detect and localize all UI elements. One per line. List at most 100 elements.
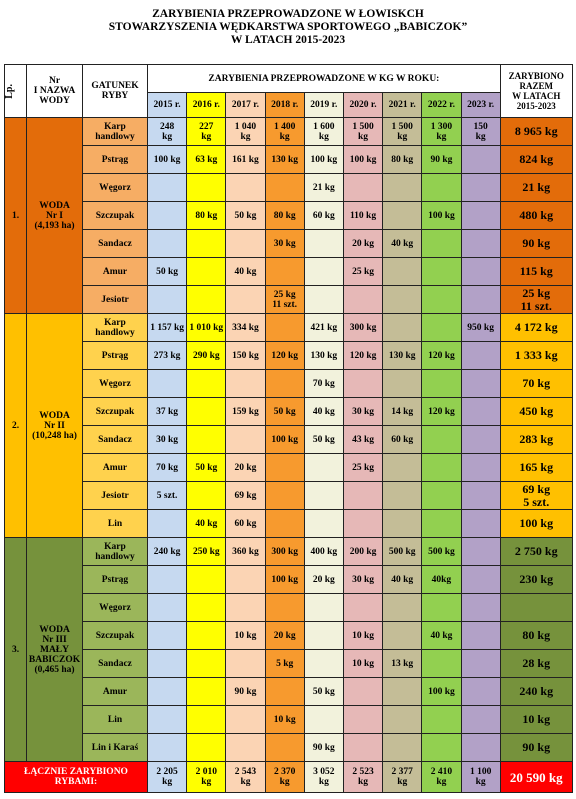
value-cell: 250 kg	[186, 537, 227, 566]
lp-cell: 3.	[4, 537, 27, 762]
footer-value: 2 205 kg	[146, 761, 188, 793]
value-cell	[303, 257, 344, 286]
value-cell	[264, 369, 305, 398]
footer-value: 1 100 kg	[460, 761, 501, 793]
water-header: Nr I NAZWA WODY	[26, 64, 83, 118]
value-cell: 50 kg	[186, 453, 227, 482]
data-row: Pstrąg 100 kg 63 kg 161 kg 130 kg 100 kg 100 k…	[5, 145, 573, 174]
species-cell: Lin	[82, 705, 148, 734]
value-cell	[460, 145, 501, 174]
lp-text: 3.	[11, 644, 20, 655]
value-cell	[146, 285, 188, 314]
value-cell	[460, 397, 501, 426]
species-cell: Karp handlowy	[82, 313, 148, 342]
value-cell: 1 010 kg	[186, 313, 227, 342]
value-cell: 1 500 kg	[382, 117, 423, 146]
value-cell: 334 kg	[225, 313, 266, 342]
total-cell: 90 kg	[499, 229, 573, 258]
value-cell: 30 kg	[342, 397, 384, 426]
value-cell	[460, 733, 501, 762]
value-cell: 273 kg	[146, 341, 188, 370]
value-cell: 100 kg	[342, 145, 384, 174]
title-line: W LATACH 2015-2023	[230, 34, 346, 46]
value-cell	[303, 509, 344, 538]
value-cell	[460, 201, 501, 230]
value-cell	[186, 565, 227, 594]
value-cell	[342, 677, 384, 706]
value-cell	[146, 705, 188, 734]
table-body: Lp. Nr I NAZWA WODY GATUNEK RYBY ZARYBIE…	[4, 64, 573, 793]
value-cell	[146, 621, 188, 650]
value-cell: 30 kg	[342, 565, 384, 594]
species-cell: Węgorz	[82, 173, 148, 202]
species-cell: Pstrąg	[82, 145, 148, 174]
value-cell: 21 kg	[303, 173, 344, 202]
value-cell	[382, 733, 423, 762]
value-cell: 100 kg	[264, 425, 305, 454]
value-cell: 1 600 kg	[303, 117, 344, 146]
value-cell	[382, 257, 423, 286]
value-cell: 80 kg	[264, 201, 305, 230]
footer-value: 3 052 kg	[303, 761, 344, 793]
value-cell: 50 kg	[225, 201, 266, 230]
value-cell: 227 kg	[186, 117, 227, 146]
value-cell	[342, 593, 384, 622]
value-cell: 100 kg	[303, 145, 344, 174]
value-cell: 200 kg	[342, 537, 384, 566]
value-cell: 290 kg	[186, 341, 227, 370]
value-cell: 500 kg	[421, 537, 462, 566]
value-cell	[264, 509, 305, 538]
value-cell: 69 kg	[225, 481, 266, 510]
value-cell	[186, 621, 227, 650]
value-cell	[303, 621, 344, 650]
data-row: Lin 10 kg 10 kg	[5, 705, 573, 734]
value-cell	[460, 593, 501, 622]
data-row: Węgorz 21 kg 21 kg	[5, 173, 573, 202]
value-cell: 20 kg	[342, 229, 384, 258]
value-cell: 360 kg	[225, 537, 266, 566]
species-cell: Szczupak	[82, 621, 148, 650]
value-cell: 13 kg	[382, 649, 423, 678]
value-cell: 40 kg	[382, 565, 423, 594]
value-cell: 10 kg	[225, 621, 266, 650]
value-cell	[421, 649, 462, 678]
value-cell: 120 kg	[421, 397, 462, 426]
total-cell: 10 kg	[499, 705, 573, 734]
year-header: 2022 r.	[421, 92, 462, 118]
value-cell	[264, 481, 305, 510]
species-cell: Węgorz	[82, 593, 148, 622]
total-cell: 4 172 kg	[499, 313, 573, 342]
data-row: 3. WODA Nr III MAŁY BABICZOK (0,465 ha) Ka…	[4, 537, 573, 762]
value-cell: 70 kg	[146, 453, 188, 482]
lp-header: Lp.	[4, 64, 27, 118]
value-cell	[146, 733, 188, 762]
value-cell: 60 kg	[382, 425, 423, 454]
value-cell: 950 kg	[460, 313, 501, 342]
species-cell: Sandacz	[82, 425, 148, 454]
value-cell: 80 kg	[186, 201, 227, 230]
value-cell	[460, 621, 501, 650]
value-cell: 25 kg 11 szt.	[264, 285, 305, 314]
value-cell	[382, 509, 423, 538]
value-cell: 120 kg	[264, 341, 305, 370]
species-cell: Pstrąg	[82, 341, 148, 370]
value-cell	[421, 257, 462, 286]
data-row: Amur 70 kg 50 kg 20 kg 25 kg 165 kg	[5, 453, 573, 482]
lp-cell: 2.	[4, 313, 27, 538]
value-cell	[460, 677, 501, 706]
value-cell	[382, 481, 423, 510]
total-header: ZARYBIONO RAZEM W LATACH 2015-2023	[499, 64, 573, 118]
species-cell: Jesiotr	[82, 481, 148, 510]
value-cell	[460, 705, 501, 734]
value-cell: 300 kg	[264, 537, 305, 566]
value-cell	[225, 565, 266, 594]
water-cell: WODA Nr II (10,248 ha)	[26, 313, 83, 538]
value-cell	[382, 173, 423, 202]
value-cell	[421, 285, 462, 314]
value-cell: 20 kg	[264, 621, 305, 650]
stocking-table: Lp. Nr I NAZWA WODY GATUNEK RYBY ZARYBIE…	[4, 64, 573, 793]
value-cell	[460, 425, 501, 454]
species-cell: Węgorz	[82, 369, 148, 398]
value-cell	[382, 313, 423, 342]
value-cell	[460, 481, 501, 510]
